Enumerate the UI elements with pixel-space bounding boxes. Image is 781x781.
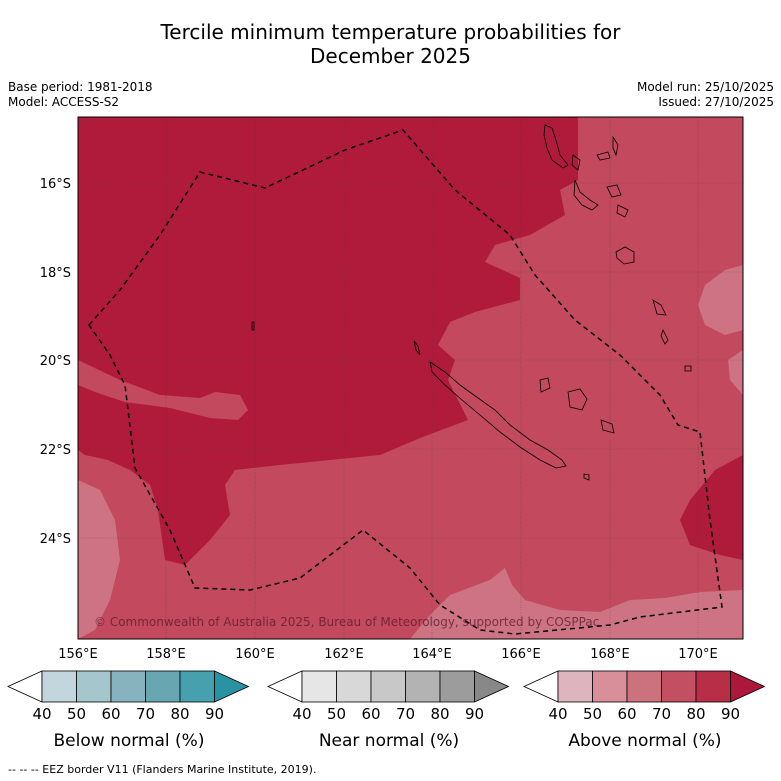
colorbar-segment [41,670,77,703]
colorbar-segment [301,670,337,703]
model-name: Model: ACCESS-S2 [8,95,120,109]
gridlines [78,117,743,639]
eez-border [88,129,723,635]
issued-date: Issued: 27/10/2025 [658,95,774,109]
above-60-east-region-2 [728,350,743,395]
title-line-2: December 2025 [310,44,471,68]
colorbar-tick-label: 40 [32,705,51,723]
meta-left: Base period: 1981-2018 Model: ACCESS-S2 [8,80,153,110]
colorbar-segment [557,670,593,703]
lat-tick-label: 20°S [40,354,71,369]
colorbar-tick-label: 50 [327,705,346,723]
colorbar-tick-label: 70 [652,705,671,723]
colorbar-tick-label: 50 [583,705,602,723]
base-period: Base period: 1981-2018 [8,80,153,94]
colorbar-tick-label: 50 [67,705,86,723]
map-title: Tercile minimum temperature probabilitie… [0,20,781,68]
colorbar-segment [145,670,181,703]
colorbar-tick-label: 80 [430,705,449,723]
colorbar-segment [439,670,475,703]
vanuatu-outline [543,124,569,169]
colorbar-segment [661,670,697,703]
map-frame [77,116,744,640]
above-80-region [78,117,578,565]
above-normal-label: Above normal (%) [568,731,722,751]
new-caledonia-outline [429,361,567,469]
colorbar-high-extension [474,670,510,703]
colorbar-segment [110,670,146,703]
lon-tick-label: 158°E [146,647,186,662]
colorbar-segment [592,670,628,703]
lat-tick-label: 16°S [40,177,71,192]
colorbar-segment [695,670,731,703]
colorbar-segment [336,670,372,703]
land-outlines [251,124,692,481]
lon-tick-label: 168°E [590,647,630,662]
longitude-tick-labels: 156°E 158°E 160°E 162°E 164°E 166°E 168°E 170°E [58,647,718,662]
title-line-1: Tercile minimum temperature probabilitie… [160,20,621,44]
colorbar-tick-label: 80 [686,705,705,723]
lon-tick-label: 170°E [678,647,718,662]
model-run: Model run: 25/10/2025 [636,80,774,94]
colorbars: 40 50 60 70 80 90 40 50 60 70 80 90 40 50 60 70 80 90 [7,670,766,723]
colorbar-tick-label: 40 [292,705,311,723]
colorbar-low-extension [267,670,303,703]
above-80-east-region [680,455,743,560]
above-60-southeast-region [410,568,743,639]
lon-tick-label: 164°E [412,647,452,662]
copyright-notice: © Commonwealth of Australia 2025, Bureau… [94,615,599,629]
lat-tick-label: 24°S [40,532,71,547]
latitude-tick-labels: 16°S 18°S 20°S 22°S 24°S [40,177,71,547]
near-normal-label: Near normal (%) [318,731,460,751]
below-normal-label: Below normal (%) [53,731,205,751]
colorbar-high-extension [214,670,250,703]
colorbar-segment [370,670,406,703]
colorbar: 40 50 60 70 80 90 [523,670,766,723]
lat-tick-label: 18°S [40,266,71,281]
colorbar-low-extension [7,670,43,703]
probability-field: © Commonwealth of Australia 2025, Bureau… [78,117,743,639]
colorbar-high-extension [730,670,766,703]
lon-tick-label: 162°E [324,647,364,662]
colorbar-tick-label: 90 [205,705,224,723]
colorbar-tick-label: 40 [548,705,567,723]
eez-footnote: -- -- -- EEZ border V11 (Flanders Marine… [8,763,317,776]
colorbar-segment [626,670,662,703]
colorbar-tick-label: 60 [361,705,380,723]
colorbar-tick-label: 70 [396,705,415,723]
colorbar-segment [405,670,441,703]
colorbar-tick-label: 60 [617,705,636,723]
lon-tick-label: 160°E [235,647,275,662]
above-60-east-region [698,265,743,335]
lat-tick-label: 22°S [40,443,71,458]
colorbar-tick-label: 70 [136,705,155,723]
above-70-pocket [78,360,248,420]
lon-tick-label: 156°E [58,647,98,662]
colorbar: 40 50 60 70 80 90 [267,670,510,723]
colorbar-tick-label: 60 [101,705,120,723]
colorbar-segment [76,670,112,703]
lon-tick-label: 166°E [501,647,541,662]
colorbar-tick-label: 90 [721,705,740,723]
meta-right: Model run: 25/10/2025 Issued: 27/10/2025 [637,80,774,110]
above-60-west-region [78,480,120,639]
colorbar-tick-label: 80 [170,705,189,723]
colorbar-segment [179,670,215,703]
colorbar-low-extension [523,670,559,703]
colorbar-tick-label: 90 [465,705,484,723]
colorbar: 40 50 60 70 80 90 [7,670,250,723]
